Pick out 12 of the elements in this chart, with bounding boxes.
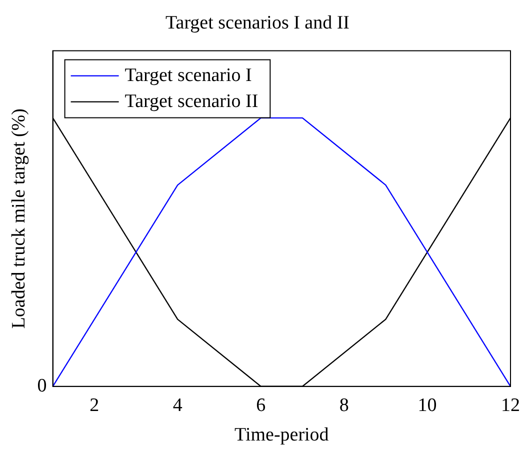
legend-label: Target scenario II [124,90,258,112]
x-tick-label: 10 [418,394,437,416]
legend-label: Target scenario I [124,64,252,86]
chart-title: Target scenarios I and II [165,12,350,34]
x-tick-label: 8 [339,394,349,416]
x-tick-label: 2 [90,394,100,416]
y-axis-title: Loaded truck mile target (%) [8,108,30,329]
x-tick-label: 4 [172,394,183,416]
x-axis-title: Time-period [234,424,330,446]
x-tick-label: 12 [501,394,520,416]
x-tick-label: 6 [256,394,266,416]
text: 0 [37,375,47,396]
